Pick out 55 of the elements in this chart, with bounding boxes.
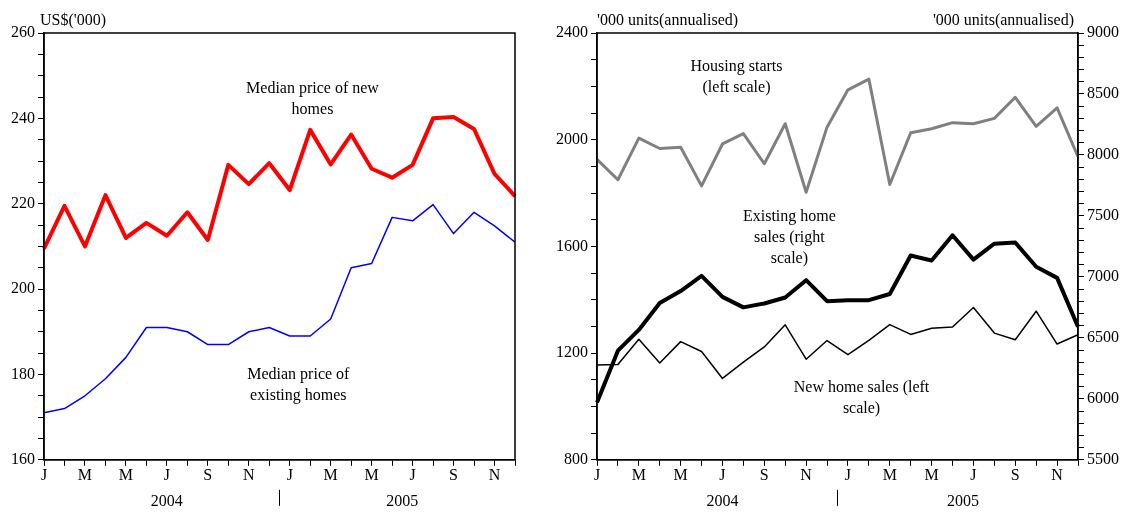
x-tick-label: N [1051,465,1064,483]
y-tick-label: 1600 [556,236,588,254]
x-tick-label: N [488,465,501,483]
y-tick-label: 200 [11,279,35,297]
y-tick-label: 160 [11,450,35,467]
x-tick-label: J [40,465,48,483]
x-tick-label: M [631,465,646,483]
y2-tick-label: 5500 [1087,450,1119,467]
y2-tick-label: 9000 [1087,23,1119,41]
series-label: Housing starts (left scale) [690,57,783,97]
y-tick-label: 240 [11,108,35,126]
x-tick-label: M [364,465,379,483]
x-tick-label: J [286,465,293,483]
y-axis-title: '000 units(annualised) [597,11,739,29]
x-tick-label: J [409,465,416,483]
series-label: Existing home sales (right scale) [742,206,836,267]
text: Median price of new homes [246,78,380,117]
y2-tick-label: 8000 [1087,145,1119,163]
x-tick-label: M [323,465,338,483]
y-tick-label: 1200 [556,343,588,361]
x-tick-label: J [970,465,977,483]
text: 2004 [150,491,183,509]
y-tick-label: 220 [11,193,35,211]
x-tick-label: S [759,465,769,483]
x-tick-label: M [77,465,93,483]
x-tick-label: N [800,465,813,483]
y2-tick-label: 6500 [1087,328,1119,346]
series-label: Median price of existing homes [247,364,351,404]
x-tick-label: J [844,465,852,483]
y-tick-label: 2000 [556,129,588,147]
x-tick-label: S [1010,465,1020,483]
y2-tick-label: 7500 [1087,206,1119,224]
y-axis-title: US$('000) [40,11,106,29]
y-tick-label: 260 [11,23,35,41]
x-tick-label: J [593,465,601,483]
y-tick-label: 800 [564,450,588,467]
x-tick-label: N [243,465,255,483]
y2-tick-label: 6000 [1087,389,1119,407]
series-label: New home sales (left scale) [793,377,930,417]
y-tick-label: 2400 [556,23,588,41]
y-tick-label: 180 [11,364,35,382]
y2-tick-label: 8500 [1087,84,1119,102]
text: 2005 [386,491,419,509]
text: 2005 [946,491,979,509]
x-tick-label: M [118,465,134,483]
x-tick-label: M [673,465,688,483]
y2-tick-label: 7000 [1087,267,1119,285]
x-tick-label: J [163,465,170,483]
x-tick-label: S [449,465,459,483]
text: 2004 [706,491,739,509]
x-tick-label: S [203,465,213,483]
x-tick-label: M [924,465,939,483]
x-tick-label: M [882,465,897,483]
y2-axis-title: '000 units(annualised) [932,11,1074,29]
x-tick-label: J [719,465,726,483]
